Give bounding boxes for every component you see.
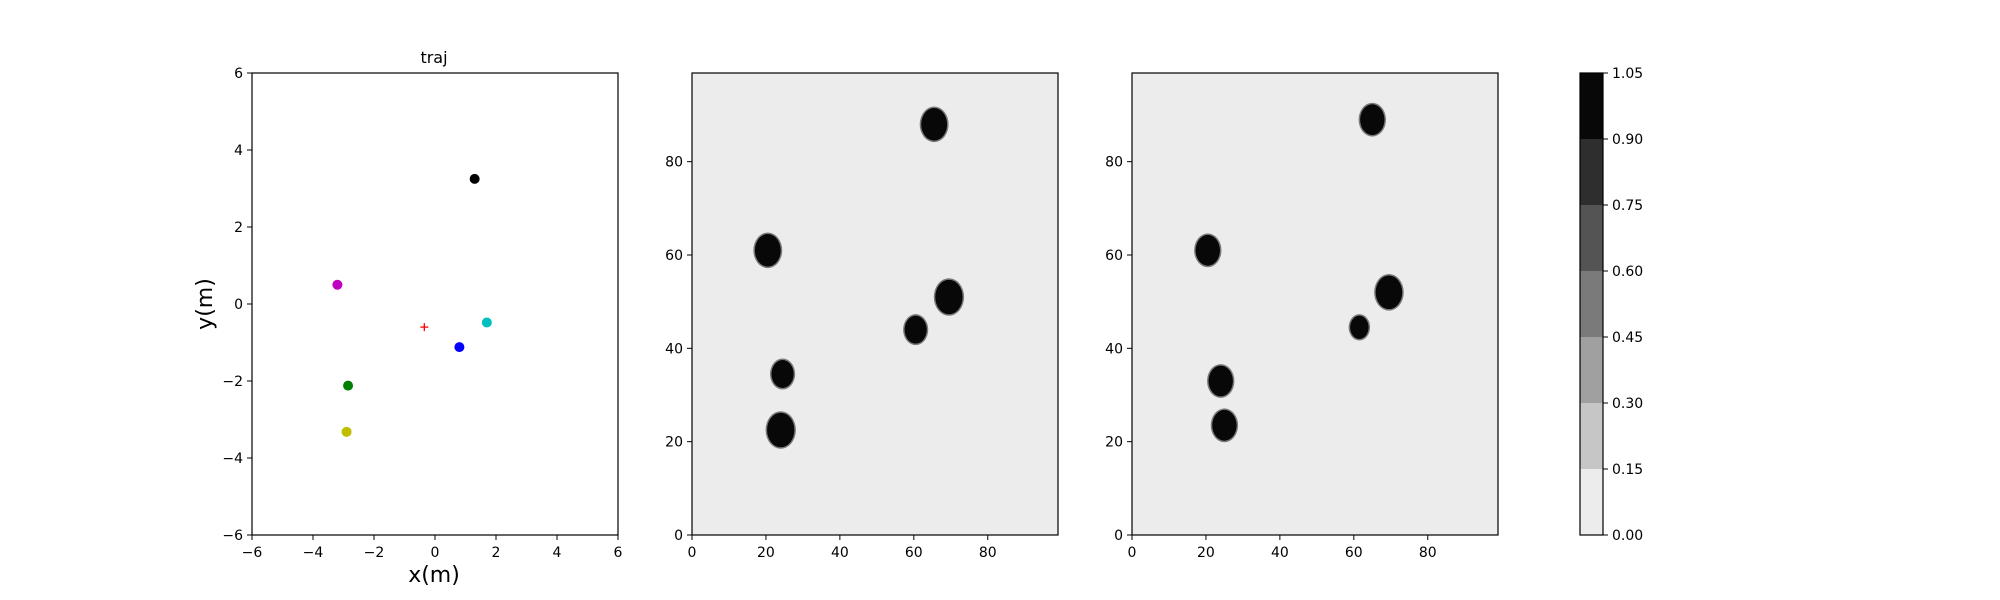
traj-x-axis-title: x(m) xyxy=(408,563,460,588)
traj-point xyxy=(481,317,492,328)
traj-x-tick-label: 6 xyxy=(614,545,623,561)
traj-x-tick-label: 2 xyxy=(492,545,501,561)
heatmap-1-blob xyxy=(921,108,948,141)
heatmap-1-x-tick-label: 40 xyxy=(831,545,849,561)
heatmap-2-blob xyxy=(1375,275,1403,310)
colorbar-band xyxy=(1580,337,1603,403)
traj-y-tick-label: −4 xyxy=(222,451,243,467)
colorbar-tick-label: 0.00 xyxy=(1612,528,1643,544)
traj-x-tick-label: 4 xyxy=(553,545,562,561)
heatmap-1-blob xyxy=(904,315,927,344)
heatmap-2-blob xyxy=(1195,234,1220,266)
heatmap-1-plot-area xyxy=(692,73,1058,535)
traj-x-tick-label: 0 xyxy=(431,545,440,561)
heatmap-1-blob xyxy=(771,360,794,388)
heatmap-2-marks xyxy=(1194,102,1404,443)
heatmap-panel-1: 0 20 40 60 80 0 20 40 60 80 xyxy=(665,72,1059,561)
traj-point xyxy=(343,380,354,391)
heatmap-2-x-tick-label: 60 xyxy=(1345,545,1363,561)
colorbar-tick-label: 0.60 xyxy=(1612,264,1643,280)
traj-x-tick-label: −2 xyxy=(364,545,385,561)
heatmap-1-y-tick-label: 60 xyxy=(665,248,683,264)
colorbar-tick-label: 0.75 xyxy=(1612,198,1643,214)
heatmap-1-frame xyxy=(691,72,1059,536)
heatmap-2-blob xyxy=(1212,409,1237,441)
traj-x-axis: −6 −4 −2 0 2 4 6 xyxy=(242,535,623,561)
heatmap-2-blob xyxy=(1350,315,1369,340)
traj-point xyxy=(332,279,343,290)
heatmap-1-x-tick-label: 60 xyxy=(905,545,923,561)
traj-y-axis: −6 −4 −2 0 2 4 6 xyxy=(222,66,252,544)
traj-panel: traj −6 −4 −2 0 2 4 6 −6 −4 −2 0 2 4 6 x(m) y(m) xyxy=(193,48,623,588)
traj-x-tick-label: −6 xyxy=(242,545,263,561)
heatmap-2-blob xyxy=(1360,104,1385,136)
heatmap-2-y-tick-label: 40 xyxy=(1105,341,1123,357)
colorbar-bands xyxy=(1580,73,1603,535)
colorbar-band xyxy=(1580,469,1603,535)
heatmap-2-y-axis: 0 20 40 60 80 xyxy=(1105,155,1132,544)
traj-y-tick-label: 2 xyxy=(234,220,243,236)
heatmap-2-y-tick-label: 60 xyxy=(1105,248,1123,264)
colorbar-band xyxy=(1580,139,1603,205)
heatmap-2-frame xyxy=(1131,72,1499,536)
heatmap-1-y-tick-label: 80 xyxy=(665,155,683,171)
colorbar-tick-label: 0.45 xyxy=(1612,330,1643,346)
colorbar-frame xyxy=(1579,72,1604,536)
heatmap-2-x-tick-label: 40 xyxy=(1271,545,1289,561)
traj-y-tick-label: −6 xyxy=(222,528,243,544)
traj-target-marker xyxy=(420,323,429,332)
traj-title: traj xyxy=(420,48,447,67)
colorbar-tick-label: 0.15 xyxy=(1612,462,1643,478)
traj-point xyxy=(341,426,352,437)
traj-y-tick-label: 6 xyxy=(234,66,243,82)
traj-x-tick-label: −4 xyxy=(303,545,324,561)
heatmap-1-y-tick-label: 20 xyxy=(665,435,683,451)
heatmap-2-x-tick-label: 20 xyxy=(1197,545,1215,561)
colorbar-tick-label: 0.90 xyxy=(1612,132,1643,148)
heatmap-1-x-tick-label: 80 xyxy=(979,545,997,561)
colorbar-tick-label: 0.30 xyxy=(1612,396,1643,412)
heatmap-2-x-tick-label: 80 xyxy=(1419,545,1437,561)
heatmap-1-blob xyxy=(754,234,781,267)
colorbar-band xyxy=(1580,271,1603,337)
colorbar: 0.00 0.15 0.30 0.45 0.60 0.75 0.90 1.05 xyxy=(1579,66,1643,544)
colorbar-band xyxy=(1580,205,1603,271)
colorbar-tick-label: 1.05 xyxy=(1612,66,1643,82)
heatmap-1-x-tick-label: 20 xyxy=(757,545,775,561)
traj-marks xyxy=(332,173,492,437)
colorbar-band xyxy=(1580,403,1603,469)
colorbar-band xyxy=(1580,73,1603,139)
heatmap-2-y-tick-label: 20 xyxy=(1105,435,1123,451)
heatmap-1-y-tick-label: 40 xyxy=(665,341,683,357)
heatmap-1-x-tick-label: 0 xyxy=(688,545,697,561)
heatmap-1-blob xyxy=(935,279,963,315)
heatmap-1-marks xyxy=(753,106,965,449)
traj-y-tick-label: 0 xyxy=(234,297,243,313)
traj-y-tick-label: −2 xyxy=(222,374,243,390)
heatmap-1-y-tick-label: 0 xyxy=(674,528,683,544)
heatmap-2-x-tick-label: 0 xyxy=(1128,545,1137,561)
traj-y-axis-title: y(m) xyxy=(193,278,218,330)
heatmap-1-x-axis: 0 20 40 60 80 xyxy=(688,535,997,561)
heatmap-2-plot-area xyxy=(1132,73,1498,535)
heatmap-panel-2: 0 20 40 60 80 0 20 40 60 80 xyxy=(1105,72,1499,561)
traj-point xyxy=(469,173,480,184)
traj-y-tick-label: 4 xyxy=(234,143,243,159)
traj-plot-area xyxy=(252,73,618,535)
heatmap-2-blob xyxy=(1208,365,1233,397)
heatmap-2-y-tick-label: 0 xyxy=(1114,528,1123,544)
heatmap-1-y-axis: 0 20 40 60 80 xyxy=(665,155,692,544)
colorbar-ticks: 0.00 0.15 0.30 0.45 0.60 0.75 0.90 1.05 xyxy=(1603,66,1643,544)
heatmap-2-x-axis: 0 20 40 60 80 xyxy=(1128,535,1437,561)
heatmap-2-y-tick-label: 80 xyxy=(1105,155,1123,171)
heatmap-1-blob xyxy=(767,412,795,448)
traj-point xyxy=(454,342,465,353)
